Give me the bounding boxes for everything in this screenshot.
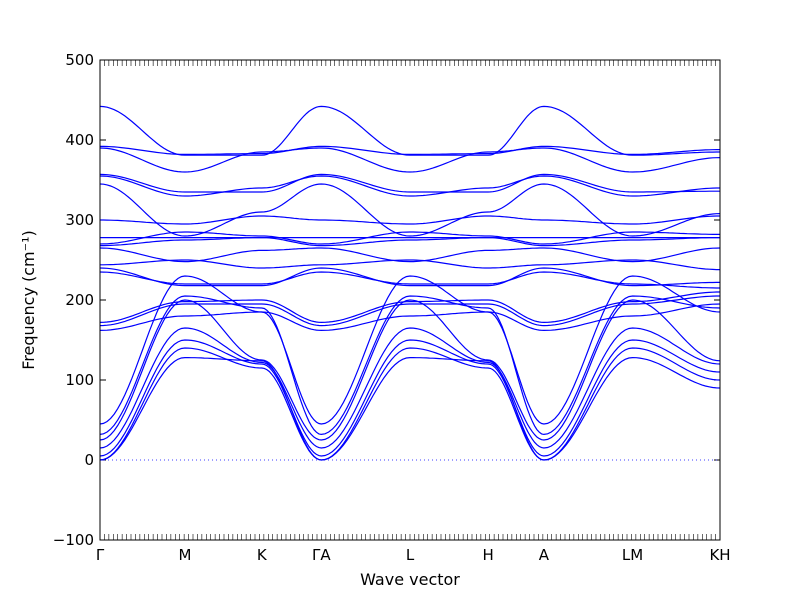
phonon-band-line <box>99 247 721 263</box>
phonon-band-line <box>99 275 721 425</box>
phonon-band-line <box>100 145 720 155</box>
phonon-band-line <box>99 183 721 237</box>
high-symmetry-label: K <box>257 546 268 564</box>
high-symmetry-label: LM <box>622 546 643 564</box>
phonon-band-line <box>99 303 721 332</box>
phonon-band-line <box>99 231 720 245</box>
phonon-band-line <box>99 295 720 327</box>
y-tick-label: 400 <box>65 131 94 149</box>
high-symmetry-label: A <box>539 546 550 564</box>
high-symmetry-label: KH <box>709 546 730 564</box>
y-tick-labels: −100 0 100 200 300 400 500 <box>53 51 94 549</box>
high-symmetry-label: M <box>178 546 191 564</box>
tick-marks-group <box>99 59 721 541</box>
y-tick-label: 100 <box>65 371 94 389</box>
phonon-band-line <box>100 215 720 225</box>
phonon-band-line <box>99 327 721 449</box>
high-symmetry-label: ΓA <box>312 546 331 564</box>
band-lines-group <box>99 105 721 461</box>
phonon-band-line <box>99 173 720 193</box>
high-symmetry-label: L <box>406 546 415 564</box>
phonon-band-line <box>100 237 720 247</box>
phonon-band-line <box>99 175 720 197</box>
phonon-band-line <box>100 259 720 271</box>
y-tick-label: 500 <box>65 51 94 69</box>
plot-frame <box>99 59 721 541</box>
phonon-band-line <box>99 339 721 457</box>
phonon-band-line <box>99 291 720 324</box>
x-tick-labels: Γ M K ΓA L H A LM KH <box>96 546 731 564</box>
y-tick-label: 0 <box>84 451 94 469</box>
phonon-band-line <box>99 147 721 173</box>
x-axis-label: Wave vector <box>360 570 460 589</box>
high-symmetry-label: H <box>482 546 493 564</box>
phonon-band-line <box>99 356 721 461</box>
phonon-band-line <box>99 105 720 156</box>
y-tick-label: 300 <box>65 211 94 229</box>
phonon-band-line <box>99 295 721 436</box>
y-tick-label: −100 <box>53 531 94 549</box>
y-tick-label: 200 <box>65 291 94 309</box>
phonon-band-line <box>99 267 720 287</box>
phonon-band-line <box>99 299 721 441</box>
y-axis-label: Frequency (cm⁻¹) <box>19 230 38 369</box>
phonon-band-line <box>99 347 721 461</box>
high-symmetry-label: Γ <box>96 546 105 564</box>
